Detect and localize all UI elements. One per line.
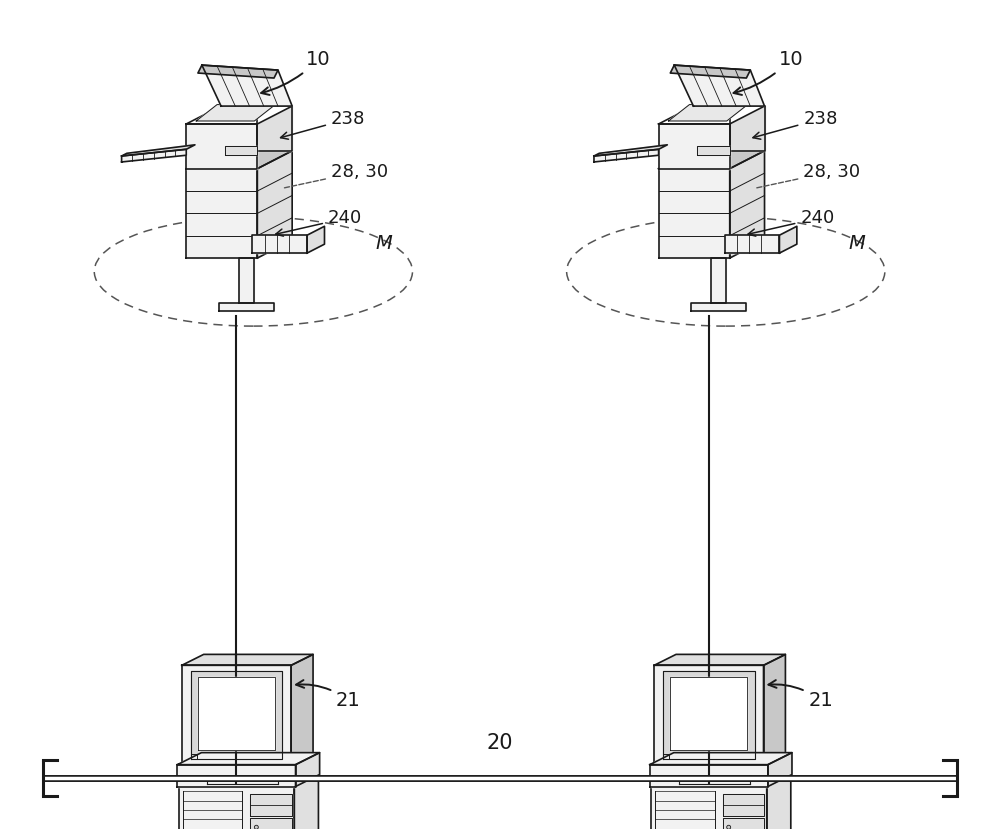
Polygon shape — [730, 151, 765, 258]
Polygon shape — [654, 655, 785, 666]
Polygon shape — [670, 65, 750, 78]
Polygon shape — [723, 795, 764, 816]
Polygon shape — [779, 226, 797, 253]
Polygon shape — [219, 303, 274, 310]
Polygon shape — [186, 106, 292, 124]
Polygon shape — [291, 655, 313, 765]
Polygon shape — [250, 795, 292, 816]
Text: M: M — [848, 234, 865, 253]
Polygon shape — [594, 149, 659, 162]
Polygon shape — [225, 146, 257, 156]
Text: 10: 10 — [261, 50, 331, 95]
Polygon shape — [594, 145, 667, 156]
Polygon shape — [239, 258, 254, 303]
Polygon shape — [711, 258, 726, 303]
Polygon shape — [186, 169, 257, 258]
Text: 28, 30: 28, 30 — [756, 162, 860, 188]
Polygon shape — [179, 775, 318, 786]
Polygon shape — [659, 124, 730, 169]
Polygon shape — [659, 106, 765, 124]
Polygon shape — [182, 655, 313, 666]
Polygon shape — [196, 105, 275, 121]
Polygon shape — [651, 786, 767, 832]
Polygon shape — [691, 303, 746, 310]
Polygon shape — [198, 65, 278, 78]
Polygon shape — [725, 235, 779, 253]
Polygon shape — [179, 786, 294, 832]
Polygon shape — [651, 775, 791, 786]
Polygon shape — [650, 765, 768, 786]
Polygon shape — [122, 149, 186, 162]
Polygon shape — [257, 151, 292, 258]
Text: 240: 240 — [748, 210, 835, 236]
Text: M: M — [376, 234, 393, 253]
Polygon shape — [768, 753, 792, 786]
Polygon shape — [674, 65, 765, 106]
Polygon shape — [186, 124, 257, 169]
Polygon shape — [659, 151, 765, 169]
Text: 21: 21 — [296, 680, 361, 710]
Polygon shape — [191, 671, 282, 759]
Polygon shape — [294, 775, 318, 832]
Polygon shape — [177, 753, 320, 765]
Text: 10: 10 — [734, 50, 803, 95]
Polygon shape — [723, 819, 764, 831]
Text: 21: 21 — [768, 680, 833, 710]
Circle shape — [254, 825, 258, 830]
Text: 240: 240 — [276, 210, 362, 236]
Polygon shape — [257, 106, 292, 151]
Polygon shape — [767, 775, 791, 832]
Polygon shape — [198, 677, 275, 750]
Text: 28, 30: 28, 30 — [284, 162, 388, 188]
Polygon shape — [669, 105, 748, 121]
Circle shape — [727, 825, 731, 830]
Polygon shape — [764, 655, 785, 765]
Polygon shape — [186, 151, 292, 169]
Polygon shape — [730, 106, 765, 151]
Polygon shape — [182, 666, 291, 765]
Text: 238: 238 — [281, 110, 365, 139]
Text: 20: 20 — [487, 733, 513, 753]
Polygon shape — [650, 753, 792, 765]
Polygon shape — [307, 226, 324, 253]
Polygon shape — [670, 677, 747, 750]
Polygon shape — [697, 146, 730, 156]
Polygon shape — [659, 169, 730, 258]
Polygon shape — [252, 235, 307, 253]
Polygon shape — [654, 666, 764, 765]
Polygon shape — [177, 765, 296, 786]
Polygon shape — [296, 753, 320, 786]
Text: 238: 238 — [753, 110, 838, 139]
Polygon shape — [202, 65, 292, 106]
Polygon shape — [663, 671, 755, 759]
Polygon shape — [250, 819, 292, 831]
Polygon shape — [122, 145, 195, 156]
